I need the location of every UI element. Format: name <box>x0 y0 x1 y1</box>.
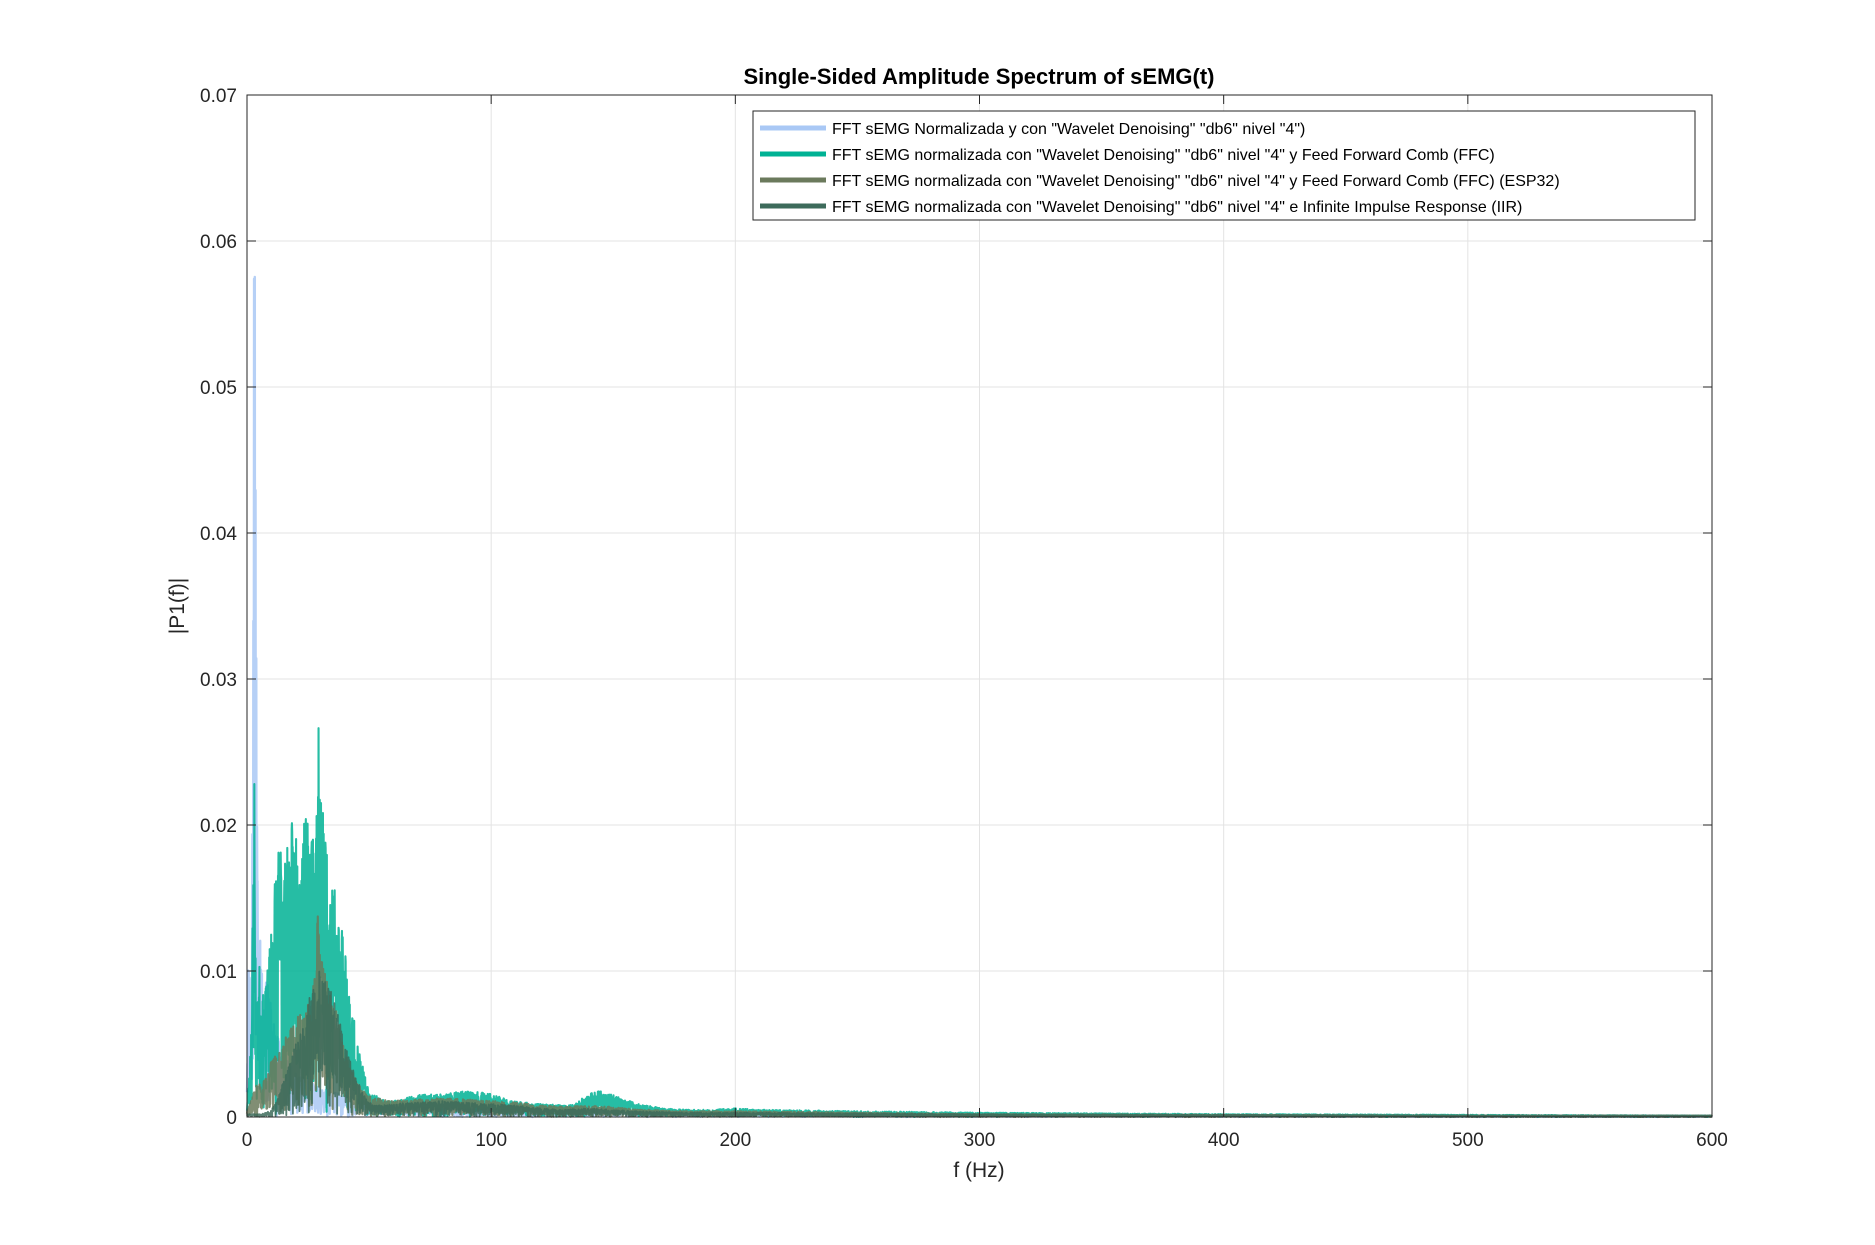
chart-title: Single-Sided Amplitude Spectrum of sEMG(… <box>744 64 1215 89</box>
y-tick-label: 0.07 <box>200 86 237 107</box>
y-axis-label: |P1(f)| <box>166 578 189 634</box>
legend-box <box>752 110 1696 221</box>
x-tick-label: 600 <box>1696 1130 1728 1151</box>
x-ticks: 0 100 200 300 400 500 600 <box>242 95 1728 1151</box>
x-tick-label: 200 <box>719 1130 751 1151</box>
legend: FFT sEMG Normalizada y con "Wavelet Deno… <box>752 110 1696 221</box>
y-tick-label: 0.04 <box>200 524 237 545</box>
y-tick-label: 0.01 <box>200 962 237 983</box>
x-tick-label: 300 <box>964 1130 996 1151</box>
x-tick-label: 0 <box>242 1130 253 1151</box>
x-tick-label: 100 <box>475 1130 507 1151</box>
x-axis-label: f (Hz) <box>953 1159 1004 1182</box>
y-tick-label: 0.02 <box>200 816 237 837</box>
legend-entries: FFT sEMG Normalizada y con "Wavelet Deno… <box>760 121 1560 216</box>
x-tick-label: 500 <box>1452 1130 1484 1151</box>
y-tick-label: 0.03 <box>200 670 237 691</box>
y-ticks: 0 0.01 0.02 0.03 0.04 0.05 0.06 0.07 <box>200 86 1712 1129</box>
y-tick-label: 0 <box>226 1108 237 1129</box>
x-tick-label: 400 <box>1208 1130 1240 1151</box>
legend-label-4: FFT sEMG normalizada con "Wavelet Denois… <box>832 199 1522 216</box>
legend-label-1: FFT sEMG Normalizada y con "Wavelet Deno… <box>832 121 1305 138</box>
y-tick-label: 0.05 <box>200 378 237 399</box>
legend-label-3: FFT sEMG normalizada con "Wavelet Denois… <box>832 173 1560 190</box>
y-tick-label: 0.06 <box>200 232 237 253</box>
legend-label-2: FFT sEMG normalizada con "Wavelet Denois… <box>832 147 1495 164</box>
